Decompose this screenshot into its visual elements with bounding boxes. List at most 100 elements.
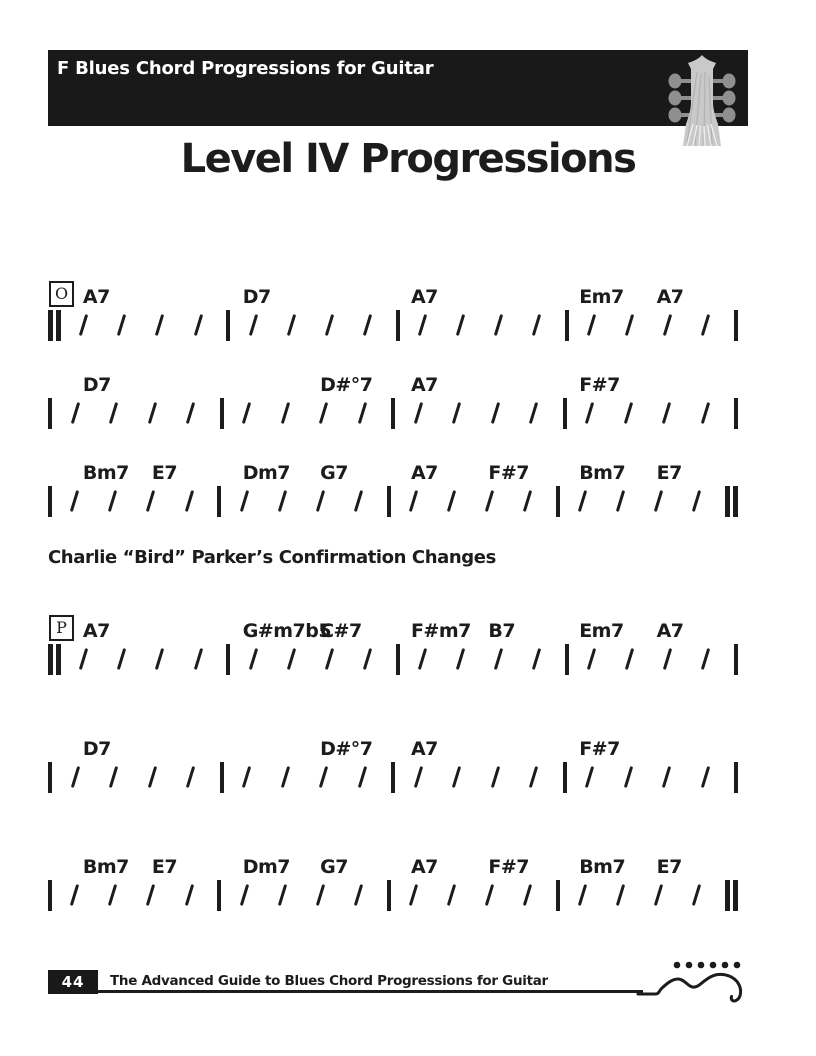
chord-label: A7 <box>410 462 438 484</box>
footer-book-subtitle: The Advanced Guide to Blues Chord Progre… <box>110 973 548 989</box>
beat-slash <box>155 648 165 670</box>
measure <box>567 762 735 793</box>
barline-single <box>562 398 567 429</box>
measure <box>567 398 735 429</box>
measure-chords: D7 <box>61 370 229 398</box>
beat-slash <box>452 766 462 788</box>
barline-single <box>226 310 231 341</box>
beat-slash <box>531 314 542 336</box>
chord-label: D7 <box>82 374 112 396</box>
beat-slash <box>117 314 127 336</box>
beat-slash <box>242 766 252 788</box>
barline-single <box>391 762 395 793</box>
beat-slash <box>662 766 672 788</box>
beat-slash <box>184 884 194 906</box>
footer-rule <box>95 990 643 993</box>
beat-slash <box>146 490 156 512</box>
beat-slash <box>79 648 89 670</box>
barline-double <box>48 644 61 675</box>
chord-label: C#7 <box>320 620 362 642</box>
chord-label: E7 <box>656 856 683 878</box>
beat-slash <box>585 766 595 788</box>
beat-slash <box>663 314 673 336</box>
measure-chords: Bm7 E7 <box>61 852 229 880</box>
beat-slash <box>70 766 80 788</box>
measure-chords: A7 <box>398 370 566 398</box>
beat-slash <box>315 490 325 512</box>
measure <box>224 398 392 429</box>
barline-single <box>48 486 52 517</box>
beat-slash <box>117 648 127 670</box>
beat-slash <box>286 648 296 670</box>
beat-slash <box>280 766 290 788</box>
barline-single <box>391 398 395 429</box>
progression-line: Bm7 E7 Dm7 G7 A7 F#7 Bm7 E7 <box>48 852 738 911</box>
chord-label: A7 <box>410 856 438 878</box>
beat-slash <box>408 884 419 906</box>
barline-single <box>386 486 391 517</box>
barline-single <box>734 762 738 793</box>
measure-chords: D7 <box>229 282 397 310</box>
chord-label: A7 <box>82 620 110 642</box>
beat-slash <box>79 314 89 336</box>
slash-row <box>48 880 738 911</box>
measure <box>224 762 392 793</box>
measure <box>230 310 395 341</box>
chord-label: F#7 <box>488 462 529 484</box>
chord-label: Em7 <box>579 286 624 308</box>
beat-slash <box>319 402 329 424</box>
slash-row <box>48 398 738 429</box>
beat-slash <box>413 766 423 788</box>
beat-slash <box>522 884 533 906</box>
chord-label: G#m7b5 <box>242 620 332 642</box>
guitar-headstock-icon <box>668 55 736 146</box>
beat-slash <box>623 766 633 788</box>
beat-slash <box>529 766 539 788</box>
measure-chords: A7 F#7 <box>398 852 566 880</box>
guitar-body-squiggle-icon <box>636 961 743 1003</box>
beat-slash <box>587 648 597 670</box>
page-title: Level IV Progressions <box>180 136 637 182</box>
beat-slash <box>663 648 673 670</box>
measure-chords: Dm7 G7 <box>229 458 397 486</box>
chord-row: D7 D#°7 A7 F#7 <box>48 370 738 398</box>
slash-row <box>48 644 738 675</box>
measure-chords: Em7 A7 <box>566 282 734 310</box>
beat-slash <box>193 648 203 670</box>
beat-slash <box>186 766 196 788</box>
beat-slash <box>193 314 203 336</box>
chord-label: Dm7 <box>242 462 291 484</box>
beat-slash <box>277 490 287 512</box>
chord-label: A7 <box>656 286 684 308</box>
chord-label: Dm7 <box>242 856 291 878</box>
beat-slash <box>701 648 711 670</box>
chord-label: F#7 <box>579 374 620 396</box>
beat-slash <box>493 314 504 336</box>
beat-slash <box>662 402 672 424</box>
slash-row <box>48 310 738 341</box>
measure <box>52 398 220 429</box>
measure-chords: Dm7 G7 <box>229 852 397 880</box>
measure-chords: A7 <box>398 282 566 310</box>
barline-single <box>555 486 560 517</box>
chord-label: A7 <box>410 286 438 308</box>
beat-slash <box>587 314 597 336</box>
measure-chords: Bm7 E7 <box>61 458 229 486</box>
chord-label: B7 <box>488 620 516 642</box>
beat-slash <box>184 490 194 512</box>
chord-label: E7 <box>656 462 683 484</box>
beat-slash <box>239 490 249 512</box>
measure-chords: Bm7 E7 <box>566 458 734 486</box>
beat-slash <box>324 314 334 336</box>
chord-label: E7 <box>151 856 178 878</box>
measure <box>230 644 395 675</box>
beat-slash <box>616 884 626 906</box>
section-heading: Charlie “Bird” Parker’s Confirmation Cha… <box>48 547 496 568</box>
beat-slash <box>109 766 119 788</box>
rehearsal-marker: O <box>49 281 74 307</box>
beat-slash <box>108 490 118 512</box>
measure <box>221 486 386 517</box>
beat-slash <box>484 490 495 512</box>
barline-double <box>48 310 61 341</box>
